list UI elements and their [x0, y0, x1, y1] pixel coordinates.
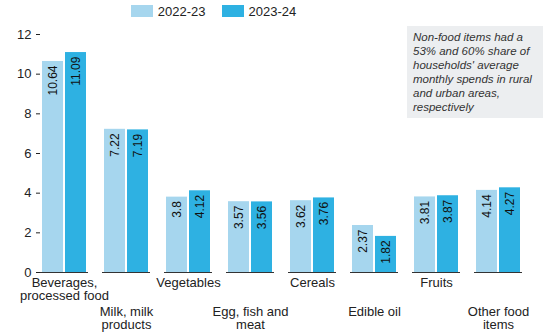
svg-text:11.09: 11.09	[69, 56, 83, 85]
svg-text:12: 12	[17, 27, 31, 42]
html-text:Non-food items had a 53% and 6: Non-food items had a 53% and 60% share o…	[413, 31, 532, 113]
svg-text:0: 0	[24, 265, 31, 280]
svg-text:3.87: 3.87	[441, 199, 455, 223]
svg-text:Edible oil: Edible oil	[348, 304, 401, 319]
svg-text:3.76: 3.76	[317, 202, 331, 226]
svg-text:4.12: 4.12	[193, 194, 207, 218]
svg-text:Fruits: Fruits	[420, 275, 453, 290]
svg-text:10: 10	[17, 66, 31, 81]
svg-text:7.22: 7.22	[108, 133, 122, 157]
svg-text:Cereals: Cereals	[290, 275, 335, 290]
svg-text:Vegetables: Vegetables	[156, 275, 221, 290]
html-text:2023-24: 2023-24	[248, 3, 297, 19]
svg-text:4.14: 4.14	[480, 194, 494, 218]
svg-text:8: 8	[24, 106, 31, 121]
svg-text:3.81: 3.81	[418, 201, 432, 225]
svg-text:3.56: 3.56	[255, 206, 269, 230]
svg-text:2: 2	[24, 225, 31, 240]
svg-text:3.57: 3.57	[232, 205, 246, 229]
svg-text:Milk, milkproducts: Milk, milkproducts	[100, 304, 154, 332]
svg-text:7.19: 7.19	[131, 134, 145, 158]
svg-text:3.8: 3.8	[170, 201, 184, 218]
svg-text:1.82: 1.82	[379, 240, 393, 264]
svg-text:Beverages,processed food: Beverages,processed food	[20, 275, 109, 303]
svg-text:Other fooditems: Other fooditems	[468, 304, 529, 332]
svg-text:4.27: 4.27	[503, 191, 517, 215]
svg-text:4: 4	[24, 185, 31, 200]
svg-text:10.64: 10.64	[46, 65, 60, 95]
svg-text:Egg, fish andmeat: Egg, fish andmeat	[213, 304, 289, 332]
svg-text:3.62: 3.62	[294, 204, 308, 228]
html-text:2022-23: 2022-23	[157, 3, 206, 19]
svg-text:6: 6	[24, 146, 31, 161]
svg-text:2.37: 2.37	[356, 229, 370, 253]
